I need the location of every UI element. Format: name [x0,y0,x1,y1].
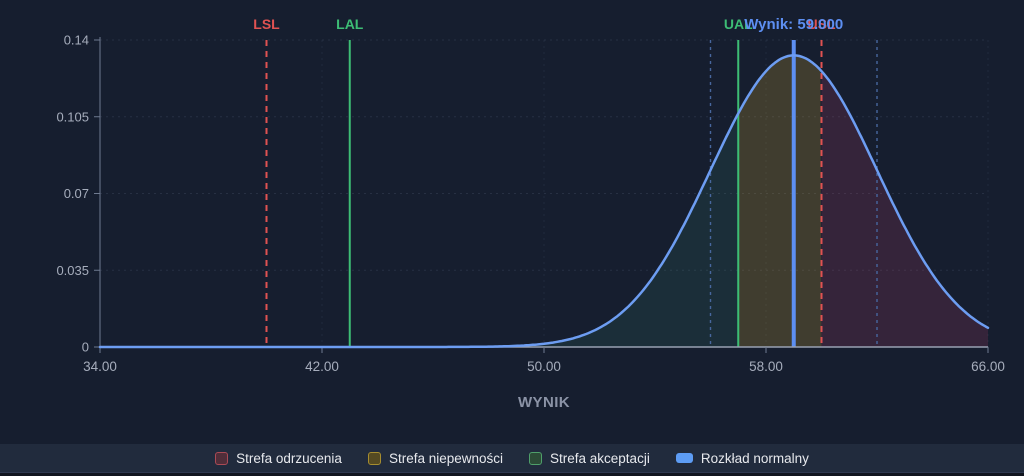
y-tick-label: 0.105 [56,109,89,124]
limit-label-ual: UAL [724,16,753,32]
x-tick-label: 34.00 [83,359,117,374]
legend: Strefa odrzucenia Strefa niepewności Stref… [0,444,1024,472]
y-tick-label: 0.07 [64,186,89,201]
distribution-chart: 0 0.035 0.07 0.105 0.14 34.00 42.00 50.00 58.00 6… [56,16,1005,374]
legend-item-rejection-zone[interactable]: Strefa odrzucenia [215,451,342,466]
legend-label: Strefa odrzucenia [236,450,342,466]
y-tick-label: 0 [82,340,89,355]
x-tick-label: 50.00 [527,359,561,374]
limit-label-lsl: LSL [253,16,280,32]
rejection-zone-swatch [215,451,229,465]
acceptance-zone-swatch [529,451,543,465]
y-tick-label: 0.14 [64,33,89,48]
y-tick-label: 0.035 [56,263,89,278]
normal-distribution-curve [98,54,990,349]
result-label: Wynik: 59.000 [744,16,843,33]
normal-distribution-swatch [675,453,693,463]
legend-label: Strefa akceptacji [550,450,650,466]
uncertainty-zone-swatch [367,451,381,465]
legend-label: Strefa niepewności [388,450,504,466]
x-tick-label: 66.00 [971,359,1005,374]
acceptance-zone-fill [349,113,739,347]
uncertainty-zone-fill [738,55,822,348]
x-tick-label: 58.00 [749,359,783,374]
legend-item-uncertainty-zone[interactable]: Strefa niepewności [367,450,504,466]
legend-label: Rozkład normalny [700,450,809,466]
legend-item-normal-distribution[interactable]: Rozkład normalny [675,450,809,466]
limit-label-usl: USL [808,16,836,32]
window-bottom-edge [0,472,1024,476]
rejection-zone-fill [821,71,988,347]
x-tick-label: 42.00 [305,359,339,374]
legend-item-acceptance-zone[interactable]: Strefa akceptacji [529,451,650,466]
limit-label-lal: LAL [336,16,364,32]
x-axis-title: WYNIK [518,394,570,411]
